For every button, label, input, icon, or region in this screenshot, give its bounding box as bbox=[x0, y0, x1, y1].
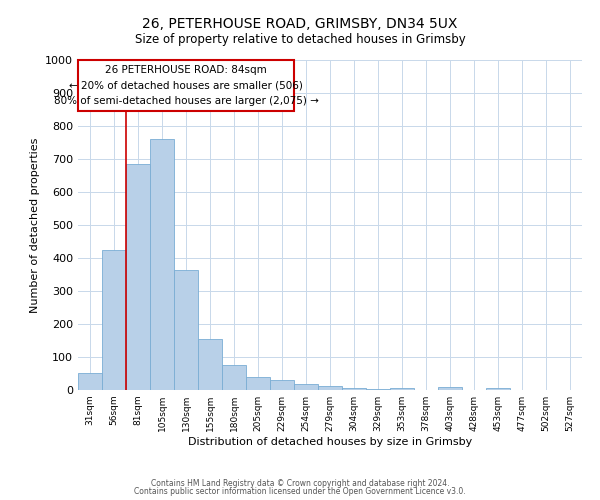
Text: 26 PETERHOUSE ROAD: 84sqm
← 20% of detached houses are smaller (506)
80% of semi: 26 PETERHOUSE ROAD: 84sqm ← 20% of detac… bbox=[53, 65, 319, 106]
Bar bbox=[102, 250, 126, 390]
Text: Contains HM Land Registry data © Crown copyright and database right 2024.: Contains HM Land Registry data © Crown c… bbox=[151, 478, 449, 488]
Text: Contains public sector information licensed under the Open Government Licence v3: Contains public sector information licen… bbox=[134, 487, 466, 496]
Bar bbox=[78, 373, 102, 390]
Text: 26, PETERHOUSE ROAD, GRIMSBY, DN34 5UX: 26, PETERHOUSE ROAD, GRIMSBY, DN34 5UX bbox=[142, 18, 458, 32]
Bar bbox=[294, 384, 318, 390]
Y-axis label: Number of detached properties: Number of detached properties bbox=[29, 138, 40, 312]
Bar bbox=[342, 388, 366, 390]
Bar bbox=[222, 365, 246, 390]
Bar bbox=[198, 339, 222, 390]
X-axis label: Distribution of detached houses by size in Grimsby: Distribution of detached houses by size … bbox=[188, 437, 472, 447]
Bar bbox=[438, 388, 462, 390]
Bar bbox=[150, 139, 174, 390]
Bar bbox=[318, 386, 342, 390]
Bar bbox=[174, 270, 198, 390]
Bar bbox=[246, 377, 270, 390]
Bar bbox=[390, 388, 414, 390]
Bar bbox=[270, 380, 294, 390]
FancyBboxPatch shape bbox=[78, 60, 294, 111]
Text: Size of property relative to detached houses in Grimsby: Size of property relative to detached ho… bbox=[134, 32, 466, 46]
Bar bbox=[126, 164, 150, 390]
Bar bbox=[486, 388, 510, 390]
Bar bbox=[366, 389, 390, 390]
